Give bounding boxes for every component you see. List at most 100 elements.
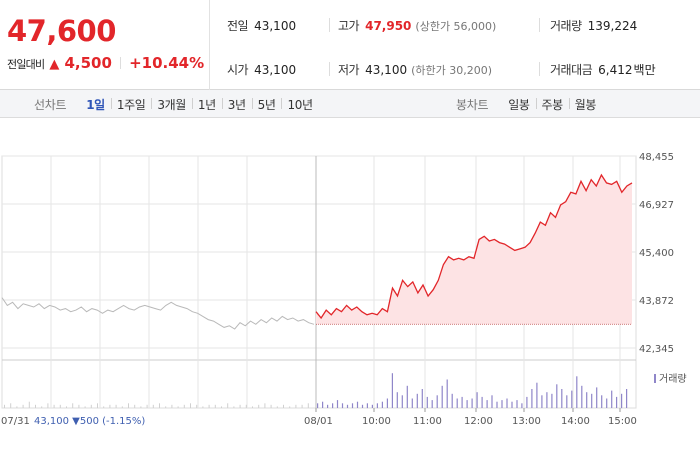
volume-bar-prev (109, 404, 111, 408)
volume-bar-prev (227, 403, 229, 409)
volume-bar (406, 385, 408, 408)
volume-bar-prev (202, 406, 204, 408)
volume-bar-prev (208, 404, 210, 408)
tab-1d[interactable]: 1일 (86, 97, 105, 112)
volume-panel: 거래량 (4, 373, 687, 409)
volume-bar (601, 395, 603, 408)
volume-bar (451, 393, 453, 409)
candle-chart-title: 봉차트 (456, 97, 489, 112)
volume-bar-prev (103, 406, 105, 408)
x-tick-label: 07/31 (1, 416, 30, 427)
volume-bar (411, 398, 413, 408)
tab-daily[interactable]: 일봉 (508, 97, 530, 112)
volume-bar-prev (221, 406, 222, 408)
volume-bar (361, 404, 364, 408)
volume-bar (396, 392, 398, 408)
stat-label: 거래대금 (550, 63, 593, 77)
volume-bar-prev (84, 406, 86, 408)
y-axis: 48,455 46,927 45,400 43,872 42,345 (639, 152, 674, 355)
volume-bar-prev (16, 406, 18, 408)
volume-bar (626, 389, 628, 408)
y-tick-label: 48,455 (639, 152, 674, 163)
tab-monthly[interactable]: 월봉 (568, 96, 602, 113)
column-divider (539, 62, 540, 76)
tab-3m[interactable]: 3개월 (151, 96, 192, 113)
volume-bar (536, 382, 538, 408)
volume-bar (446, 379, 448, 408)
stat-prev-close: 전일 43,100 (227, 17, 296, 34)
stat-high: 고가 47,950 (상한가 56,000) (338, 17, 496, 34)
volume-bar (376, 403, 378, 409)
volume-bar (546, 392, 548, 408)
volume-bar (436, 395, 438, 408)
volume-bar-prev (165, 406, 167, 408)
volume-bar (531, 389, 533, 408)
stat-value: 43,100 (254, 63, 297, 77)
volume-bar-prev (295, 404, 297, 408)
column-divider (329, 62, 330, 76)
volume-legend-label: 거래량 (659, 373, 687, 385)
volume-bar (576, 376, 578, 408)
volume-bar (521, 403, 523, 409)
volume-bar (421, 389, 423, 408)
price-chart: 48,455 46,927 45,400 43,872 42,345 거래량 07/31… (1, 152, 687, 427)
stat-amount: 거래대금 6,412백만 (550, 61, 656, 78)
up-arrow-icon: ▲ (49, 57, 60, 72)
x-tick-label: 08/01 (304, 416, 333, 427)
volume-bar (501, 400, 503, 408)
stat-sub: (하한가 30,200) (411, 64, 493, 77)
volume-bar (466, 400, 468, 408)
today-series (315, 173, 633, 325)
volume-bar (371, 404, 373, 408)
volume-bar-prev (53, 404, 55, 408)
x-tick-label: 15:00 (608, 416, 637, 427)
volume-bar (327, 404, 329, 408)
volume-bar (486, 400, 488, 408)
tab-3y[interactable]: 3년 (221, 96, 252, 113)
volume-bar-prev (97, 403, 98, 409)
volume-bar (606, 398, 608, 408)
volume-bar (461, 396, 463, 408)
volume-bar-prev (264, 403, 266, 409)
volume-bar-prev (66, 406, 67, 408)
tab-weekly[interactable]: 주봉 (535, 96, 569, 113)
quote-header: 47,600 전일대비 ▲ 4,500 +10.44% 전일 43,100 시가 4… (0, 0, 700, 90)
volume-bar-prev (239, 404, 241, 408)
volume-bar (551, 393, 553, 409)
stat-label: 거래량 (550, 19, 582, 33)
volume-bar-prev (47, 403, 49, 409)
volume-bar-prev (59, 404, 61, 408)
tab-1w[interactable]: 1주일 (110, 96, 152, 113)
volume-bar (476, 392, 478, 408)
tab-5y[interactable]: 5년 (251, 96, 282, 113)
volume-bar-prev (121, 406, 123, 408)
volume-bar-prev (41, 406, 43, 408)
volume-bar-prev (190, 403, 191, 409)
volume-bar-prev (4, 404, 5, 408)
line-chart-tabs: 선차트 1일 1주일 3개월 1년 3년 5년 10년 (34, 90, 319, 118)
tab-1y[interactable]: 1년 (191, 96, 222, 113)
volume-bar (351, 403, 354, 409)
volume-bar-prev (177, 406, 179, 408)
change-line: 전일대비 ▲ 4,500 +10.44% (7, 53, 204, 72)
volume-bar (481, 396, 483, 408)
volume-bar-prev (152, 404, 154, 408)
volume-bar-prev (258, 404, 260, 408)
x-tick-label: 13:00 (512, 416, 541, 427)
volume-bar (346, 404, 349, 408)
volume-bar (381, 401, 383, 408)
tab-10y[interactable]: 10년 (281, 96, 318, 113)
volume-bar (456, 398, 458, 408)
volume-bar (336, 400, 339, 408)
volume-bar (581, 385, 583, 408)
y-tick-label: 45,400 (639, 248, 674, 259)
volume-bar (591, 393, 593, 409)
volume-bar (596, 387, 598, 408)
stat-label: 시가 (227, 63, 249, 77)
stat-value: 47,950 (365, 19, 412, 33)
chart-tabs-bar: 선차트 1일 1주일 3개월 1년 3년 5년 10년 봉차트 일봉 주봉 월봉 (0, 90, 700, 118)
today-line (315, 173, 633, 320)
volume-bar-prev (159, 403, 160, 409)
volume-bar-prev (214, 404, 216, 408)
stat-open: 시가 43,100 (227, 61, 296, 78)
